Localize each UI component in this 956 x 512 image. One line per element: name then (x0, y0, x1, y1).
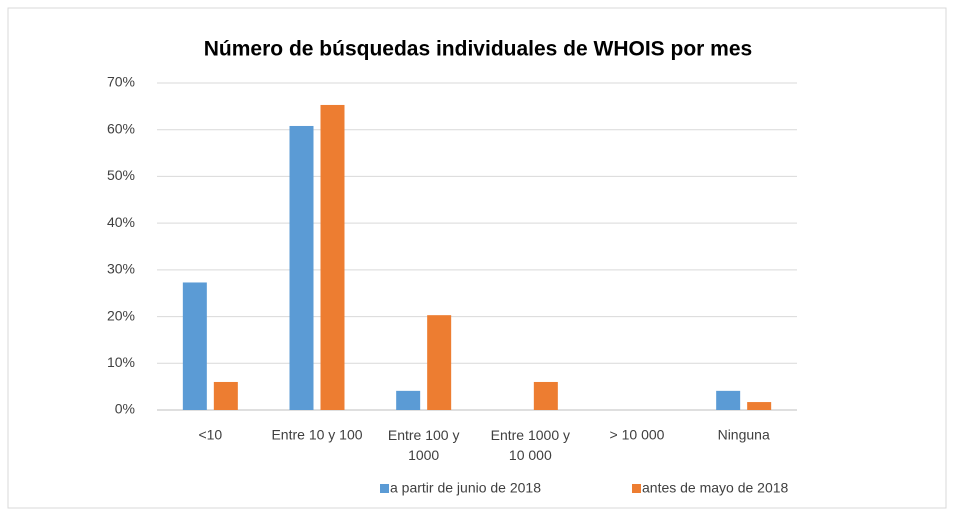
legend-label: a partir de junio de 2018 (390, 480, 541, 496)
y-tick-label: 30% (107, 261, 135, 277)
x-tick-label: <10 (198, 427, 222, 443)
bar (320, 104, 345, 410)
x-tick-label: Entre 10 y 100 (271, 427, 362, 443)
chart-frame (7, 7, 947, 509)
bar (213, 381, 238, 410)
y-tick-label: 70% (107, 74, 135, 90)
x-tick-label: Entre 100 y 1000 (388, 427, 460, 463)
chart-title: Número de búsquedas individuales de WHOI… (204, 38, 752, 61)
bar (396, 390, 421, 410)
legend-swatch (380, 484, 389, 493)
y-tick-label: 50% (107, 167, 135, 183)
bar (716, 390, 741, 410)
x-tick-label: > 10 000 (610, 427, 665, 443)
legend-label: antes de mayo de 2018 (642, 480, 789, 496)
y-tick-label: 60% (107, 120, 135, 136)
y-tick-label: 10% (107, 354, 135, 370)
bar (289, 125, 314, 410)
legend-swatch (632, 484, 641, 493)
bar (747, 402, 772, 410)
y-tick-label: 20% (107, 307, 135, 323)
y-tick-label: 40% (107, 214, 135, 230)
bar (182, 282, 207, 410)
y-tick-label: 0% (115, 401, 135, 417)
bar (427, 315, 452, 410)
x-tick-label: Ninguna (718, 427, 770, 443)
x-tick-label: Entre 1000 y 10 000 (491, 427, 570, 463)
bar (533, 381, 558, 410)
